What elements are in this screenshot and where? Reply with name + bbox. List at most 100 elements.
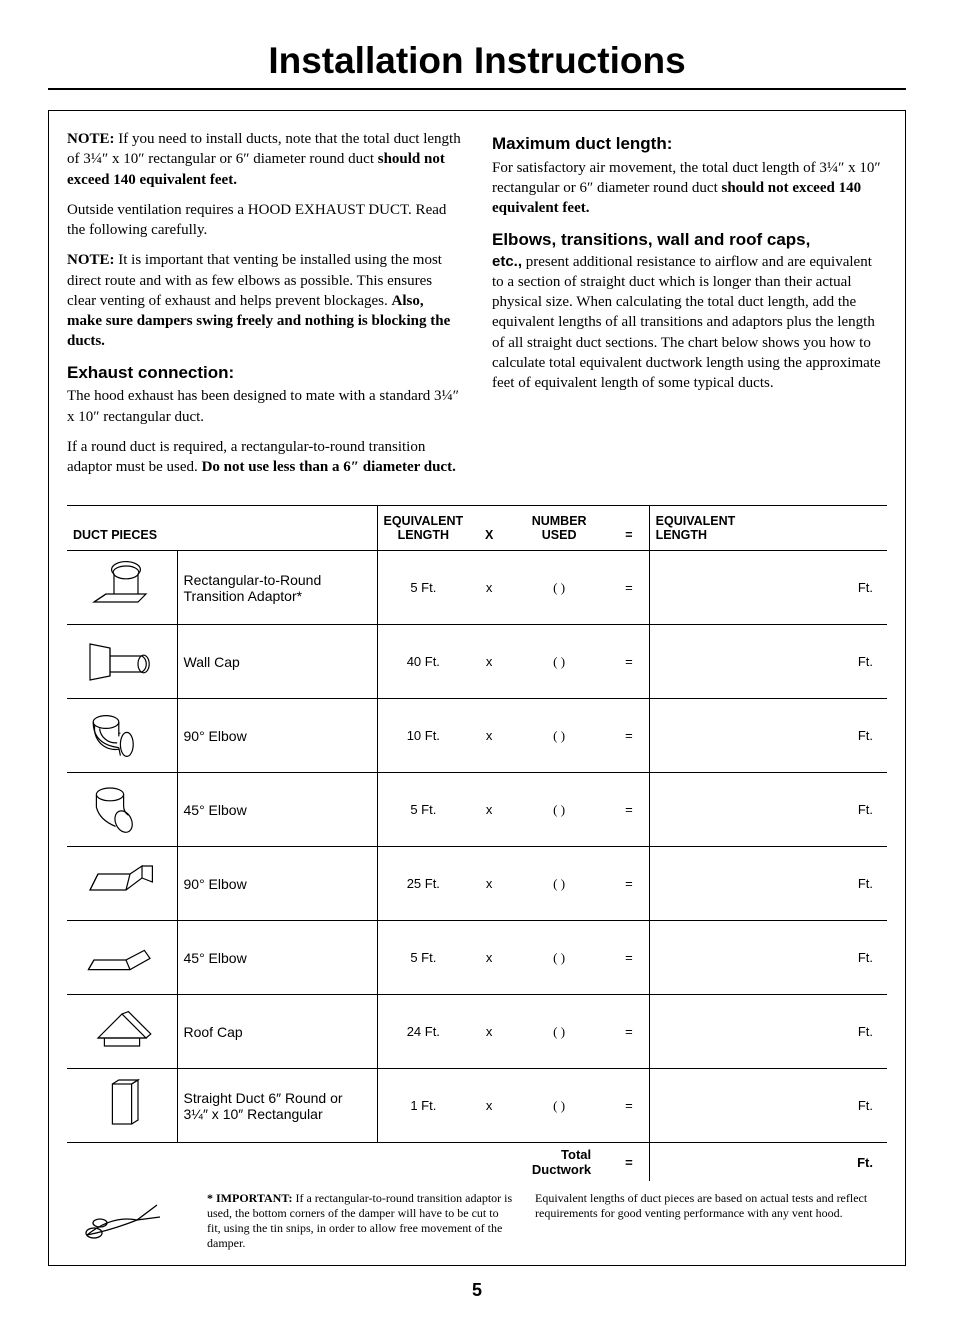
exhaust-heading: Exhaust connection: bbox=[67, 362, 462, 385]
table-row: Wall Cap40 Ft.x( )=Ft. bbox=[67, 625, 887, 699]
duct-piece-icon bbox=[67, 773, 177, 847]
note2-prefix: NOTE: bbox=[67, 252, 115, 268]
equivalent-length: 1 Ft. bbox=[377, 1069, 469, 1143]
multiply-symbol: x bbox=[469, 847, 509, 921]
total-label: Total Ductwork bbox=[509, 1143, 609, 1182]
equals-symbol: = bbox=[609, 699, 649, 773]
total-unit: Ft. bbox=[649, 1143, 887, 1182]
table-row: 45° Elbow5 Ft.x( )=Ft. bbox=[67, 773, 887, 847]
footnote-left: * IMPORTANT: If a rectangular-to-round t… bbox=[207, 1191, 515, 1251]
th-num: NUMBERUSED bbox=[509, 506, 609, 551]
left-column: NOTE: If you need to install ducts, note… bbox=[67, 129, 462, 487]
page-number: 5 bbox=[48, 1280, 906, 1301]
table-header-row: DUCT PIECES EQUIVALENTLENGTH x NUMBERUSE… bbox=[67, 506, 887, 551]
number-used-blank[interactable]: ( ) bbox=[509, 1069, 609, 1143]
multiply-symbol: x bbox=[469, 551, 509, 625]
duct-piece-name: Roof Cap bbox=[177, 995, 377, 1069]
note2-para: NOTE: It is important that venting be in… bbox=[67, 250, 462, 351]
multiply-symbol: x bbox=[469, 921, 509, 995]
th-eqlen: EQUIVALENTLENGTH bbox=[377, 506, 469, 551]
total-eq: = bbox=[609, 1143, 649, 1182]
p5: If a round duct is required, a rectangul… bbox=[67, 437, 462, 478]
multiply-symbol: x bbox=[469, 699, 509, 773]
result-unit[interactable]: Ft. bbox=[649, 773, 887, 847]
result-unit[interactable]: Ft. bbox=[649, 847, 887, 921]
p4: The hood exhaust has been designed to ma… bbox=[67, 386, 462, 427]
th-x: x bbox=[469, 506, 509, 551]
duct-table: DUCT PIECES EQUIVALENTLENGTH x NUMBERUSE… bbox=[67, 505, 887, 1181]
rp2-text: present additional resistance to airflow… bbox=[492, 254, 881, 392]
number-used-blank[interactable]: ( ) bbox=[509, 551, 609, 625]
note2-text: It is important that venting be installe… bbox=[67, 252, 442, 309]
duct-piece-name: Wall Cap bbox=[177, 625, 377, 699]
equals-symbol: = bbox=[609, 921, 649, 995]
duct-piece-icon bbox=[67, 551, 177, 625]
result-unit[interactable]: Ft. bbox=[649, 699, 887, 773]
number-used-blank[interactable]: ( ) bbox=[509, 773, 609, 847]
duct-piece-icon bbox=[67, 995, 177, 1069]
footnotes: * IMPORTANT: If a rectangular-to-round t… bbox=[67, 1191, 887, 1251]
table-row: Roof Cap24 Ft.x( )=Ft. bbox=[67, 995, 887, 1069]
result-unit[interactable]: Ft. bbox=[649, 625, 887, 699]
number-used-blank[interactable]: ( ) bbox=[509, 699, 609, 773]
duct-piece-icon bbox=[67, 1069, 177, 1143]
right-column: Maximum duct length: For satisfactory ai… bbox=[492, 129, 887, 487]
footnote-left-prefix: * IMPORTANT: bbox=[207, 1191, 292, 1205]
equivalent-length: 25 Ft. bbox=[377, 847, 469, 921]
page: Installation Instructions NOTE: If you n… bbox=[0, 0, 954, 1331]
note1-para: NOTE: If you need to install ducts, note… bbox=[67, 129, 462, 190]
th-pieces: DUCT PIECES bbox=[67, 506, 377, 551]
equivalent-length: 5 Ft. bbox=[377, 921, 469, 995]
result-unit[interactable]: Ft. bbox=[649, 995, 887, 1069]
result-unit[interactable]: Ft. bbox=[649, 1069, 887, 1143]
equals-symbol: = bbox=[609, 551, 649, 625]
content-box: NOTE: If you need to install ducts, note… bbox=[48, 110, 906, 1266]
equals-symbol: = bbox=[609, 773, 649, 847]
columns: NOTE: If you need to install ducts, note… bbox=[67, 129, 887, 487]
rp1: For satisfactory air movement, the total… bbox=[492, 158, 887, 219]
table-row: Rectangular-to-Round Transition Adaptor*… bbox=[67, 551, 887, 625]
number-used-blank[interactable]: ( ) bbox=[509, 847, 609, 921]
duct-piece-name: Straight Duct 6″ Round or 3¼″ x 10″ Rect… bbox=[177, 1069, 377, 1143]
result-unit[interactable]: Ft. bbox=[649, 551, 887, 625]
snips-icon bbox=[67, 1191, 187, 1251]
equivalent-length: 40 Ft. bbox=[377, 625, 469, 699]
equivalent-length: 5 Ft. bbox=[377, 773, 469, 847]
rp2: etc., present additional resistance to a… bbox=[492, 252, 887, 394]
multiply-symbol: x bbox=[469, 1069, 509, 1143]
th-eq: = bbox=[609, 506, 649, 551]
table-row: Straight Duct 6″ Round or 3¼″ x 10″ Rect… bbox=[67, 1069, 887, 1143]
duct-piece-name: 90° Elbow bbox=[177, 699, 377, 773]
table-total-row: Total Ductwork = Ft. bbox=[67, 1143, 887, 1182]
th-res: EQUIVALENTLENGTH bbox=[649, 506, 887, 551]
multiply-symbol: x bbox=[469, 625, 509, 699]
equivalent-length: 5 Ft. bbox=[377, 551, 469, 625]
p2: Outside ventilation requires a HOOD EXHA… bbox=[67, 200, 462, 241]
duct-piece-name: 90° Elbow bbox=[177, 847, 377, 921]
duct-piece-name: 45° Elbow bbox=[177, 773, 377, 847]
note1-prefix: NOTE: bbox=[67, 131, 115, 147]
duct-piece-icon bbox=[67, 847, 177, 921]
number-used-blank[interactable]: ( ) bbox=[509, 995, 609, 1069]
equals-symbol: = bbox=[609, 847, 649, 921]
equals-symbol: = bbox=[609, 1069, 649, 1143]
equals-symbol: = bbox=[609, 995, 649, 1069]
table-row: 90° Elbow10 Ft.x( )=Ft. bbox=[67, 699, 887, 773]
number-used-blank[interactable]: ( ) bbox=[509, 625, 609, 699]
max-duct-heading: Maximum duct length: bbox=[492, 133, 887, 156]
duct-piece-icon bbox=[67, 921, 177, 995]
multiply-symbol: x bbox=[469, 995, 509, 1069]
table-row: 90° Elbow25 Ft.x( )=Ft. bbox=[67, 847, 887, 921]
table-row: 45° Elbow5 Ft.x( )=Ft. bbox=[67, 921, 887, 995]
equivalent-length: 10 Ft. bbox=[377, 699, 469, 773]
equivalent-length: 24 Ft. bbox=[377, 995, 469, 1069]
multiply-symbol: x bbox=[469, 773, 509, 847]
result-unit[interactable]: Ft. bbox=[649, 921, 887, 995]
etc-lead: etc., bbox=[492, 253, 522, 270]
number-used-blank[interactable]: ( ) bbox=[509, 921, 609, 995]
duct-piece-icon bbox=[67, 625, 177, 699]
p5-bold: Do not use less than a 6″ diameter duct. bbox=[202, 459, 456, 475]
page-title: Installation Instructions bbox=[48, 40, 906, 90]
footnote-right: Equivalent lengths of duct pieces are ba… bbox=[535, 1191, 887, 1251]
duct-piece-name: 45° Elbow bbox=[177, 921, 377, 995]
